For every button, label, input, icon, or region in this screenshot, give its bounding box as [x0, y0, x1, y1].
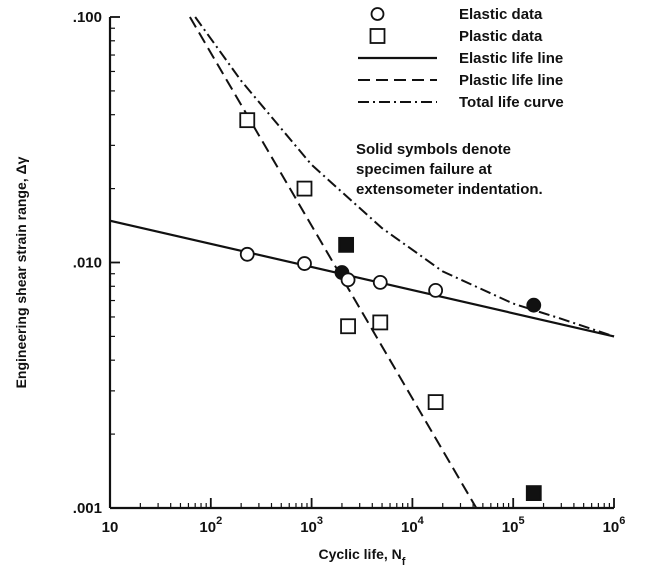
- annotation-line: specimen failure at: [356, 161, 492, 178]
- x-axis-title-subscript: f: [402, 556, 406, 568]
- x-tick-base: 10: [401, 519, 418, 536]
- elastic-data-point: [340, 272, 356, 288]
- x-tick-label: 104: [401, 515, 425, 536]
- plastic-data-point: [239, 112, 256, 129]
- plastic-data-point: [427, 394, 444, 411]
- plastic-data-point: [338, 236, 355, 253]
- series-layer: [110, 16, 615, 508]
- elastic-data-point: [428, 282, 444, 298]
- x-tick-base: 10: [603, 519, 620, 536]
- elastic-data-point: [372, 274, 388, 290]
- y-tick-label: .100: [73, 9, 102, 26]
- x-tick-exponent: 4: [418, 515, 425, 527]
- x-tick-label: 103: [300, 515, 323, 536]
- plastic-data-point: [340, 318, 356, 335]
- legend-label: Total life curve: [459, 94, 564, 111]
- x-tick-label: 105: [502, 515, 525, 536]
- tick-labels: 10 102 103 104 105 106.001.010.100: [73, 9, 626, 536]
- annotation-line: extensometer indentation.: [356, 181, 543, 198]
- y-tick-label: .010: [73, 255, 102, 272]
- series-total-life-curve: [194, 16, 615, 338]
- legend-square-marker: [369, 28, 386, 44]
- elastic-data-point: [297, 256, 312, 271]
- annotation-line: Solid symbols denote: [356, 141, 511, 158]
- x-tick-exponent: 3: [317, 515, 323, 527]
- x-tick-label: 106: [603, 515, 626, 536]
- elastic-data-point: [239, 246, 255, 262]
- legend: Elastic data Plastic data Elastic life lin…: [358, 6, 564, 111]
- x-tick-label: 10: [102, 519, 119, 536]
- series-plastic-life-line: [189, 16, 478, 508]
- plastic-data-point: [372, 314, 389, 331]
- plastic-data-point: [296, 180, 313, 197]
- axes: [108, 16, 615, 510]
- x-axis-title-main: Cyclic life, N: [319, 546, 402, 562]
- x-tick-exponent: 2: [216, 515, 222, 527]
- legend-label: Plastic data: [459, 28, 543, 45]
- x-tick-base: 10: [502, 519, 519, 536]
- plastic-data-point: [525, 485, 542, 501]
- annotation-note: Solid symbols denote specimen failure at e…: [356, 141, 543, 198]
- x-tick-base: 10: [102, 519, 119, 536]
- series-elastic-life-line: [110, 219, 615, 338]
- x-tick-exponent: 5: [518, 515, 524, 527]
- y-tick-label: .001: [73, 500, 102, 517]
- legend-circle-marker: [370, 7, 385, 21]
- elastic-data-point: [526, 297, 542, 313]
- x-tick-base: 10: [300, 519, 317, 536]
- legend-label: Plastic life line: [459, 72, 563, 89]
- x-tick-exponent: 6: [619, 515, 625, 527]
- legend-label: Elastic data: [459, 6, 543, 23]
- x-tick-base: 10: [199, 519, 216, 536]
- legend-label: Elastic life line: [459, 50, 563, 67]
- x-tick-label: 102: [199, 515, 222, 536]
- x-axis-title: Cyclic life, Nf: [319, 546, 406, 568]
- y-axis-title: Engineering shear strain range, Δγ: [13, 156, 29, 388]
